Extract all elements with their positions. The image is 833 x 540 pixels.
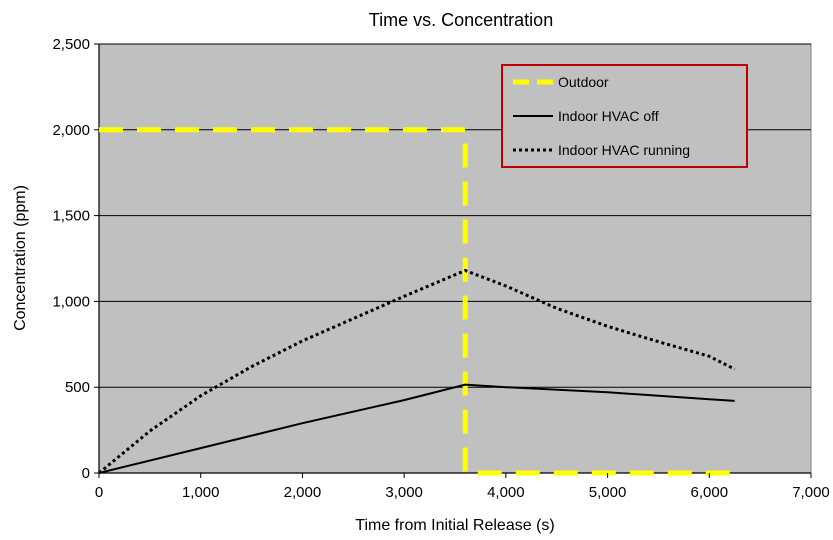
x-tick-label: 2,000	[284, 484, 322, 501]
y-axis-label: Concentration (ppm)	[12, 185, 29, 331]
series-layer	[98, 127, 736, 476]
x-tick-label: 5,000	[589, 484, 627, 501]
x-tick-label: 3,000	[385, 484, 423, 501]
y-tick-label: 2,000	[52, 122, 90, 139]
y-tick-label: 1,000	[52, 293, 90, 310]
x-tick-label: 0	[95, 484, 103, 501]
legend: Outdoor Indoor HVAC off Indoor HVAC runnin…	[501, 64, 748, 168]
x-tick-label: 4,000	[487, 484, 525, 501]
axes	[98, 44, 811, 474]
series-line-indoor-hvac-running	[98, 268, 736, 475]
y-tick-label: 500	[65, 379, 90, 396]
x-tick-label: 7,000	[792, 484, 830, 501]
x-tick-label: 6,000	[691, 484, 729, 501]
x-tick-label: 1,000	[182, 484, 220, 501]
x-axis-label: Time from Initial Release (s)	[355, 517, 554, 534]
y-tick-label: 1,500	[52, 208, 90, 225]
series-line-indoor-hvac-off	[98, 383, 735, 474]
y-tick-label: 2,500	[52, 36, 90, 53]
x-axis-ticks: 0 1,000 2,000 3,000 4,000 5,000 6,000 7,000	[95, 473, 830, 501]
legend-items: Outdoor Indoor HVAC off Indoor HVAC runnin…	[513, 74, 690, 158]
chart-title: Time vs. Concentration	[369, 10, 553, 30]
y-axis-ticks: 0 500 1,000 1,500 2,000 2,500	[52, 36, 99, 482]
y-tick-label: 0	[82, 465, 90, 482]
legend-label: Outdoor	[558, 74, 609, 90]
legend-label: Indoor HVAC running	[558, 142, 690, 158]
series-line-outdoor	[99, 127, 735, 476]
legend-label: Indoor HVAC off	[558, 108, 659, 124]
